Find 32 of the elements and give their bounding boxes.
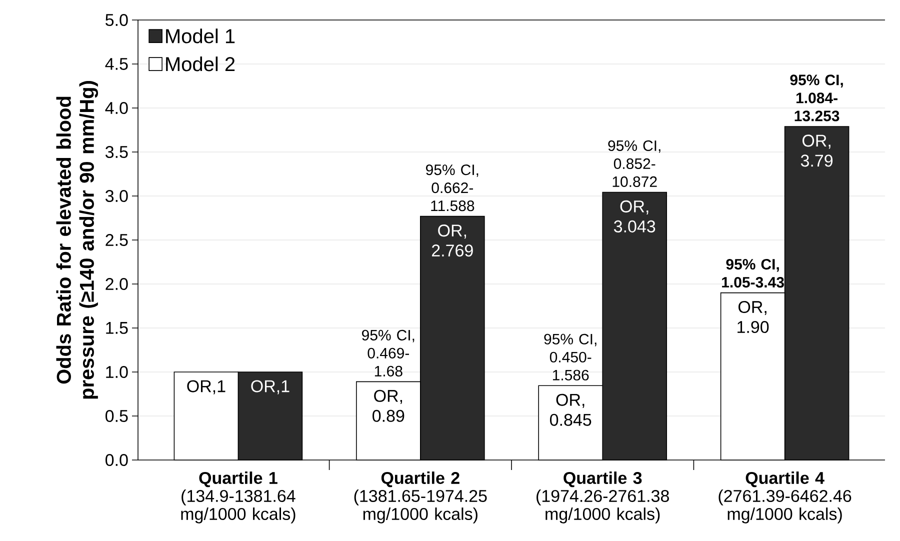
y-tick-label: 0.0 — [106, 454, 128, 466]
x-tick-label: Quartile 2 (1381.65-1974.25 mg/1000 kcals) — [354, 472, 487, 524]
y-tick-label: 0.5 — [106, 410, 128, 422]
y-tick-label: 2.5 — [106, 234, 128, 246]
legend-label: Model 2 — [166, 56, 235, 72]
y-tick-label: 3.0 — [105, 190, 128, 202]
x-tick-label: Quartile 1 (134.9-1381.64 mg/1000 kcals) — [181, 472, 296, 524]
y-tick-label: 2.0 — [106, 278, 128, 290]
y-tick-label: 4.5 — [105, 58, 128, 70]
annotation: 95% CI, 0.469-1.68 — [362, 330, 414, 376]
data-label: OR, 0.89 — [372, 390, 404, 422]
data-label: OR, 3.043 — [614, 200, 656, 232]
y-tick-label: 1.5 — [106, 322, 128, 334]
y-axis-title: Odds Ratio for elevated blood pressure (≥140 and/or 90 mm/Hg) — [56, 81, 98, 399]
annotation: 95% CI, 0.662-11.588 — [426, 164, 478, 212]
x-tick-label: Quartile 4 (2761.39-6462.46 mg/1000 kcals) — [718, 472, 852, 524]
data-label: OR, 1.90 — [738, 300, 769, 334]
y-tick-label: 3.5 — [105, 146, 128, 158]
data-label: OR, 2.769 — [432, 224, 473, 257]
legend-label: Model 1 — [166, 28, 235, 44]
annotation: 95% CI, 0.450-1.586 — [544, 334, 596, 380]
y-tick-label: 1.0 — [106, 366, 128, 378]
data-label: OR,1 — [251, 380, 290, 394]
y-tick-label: 5.0 — [106, 14, 128, 26]
data-label: OR,1 — [187, 380, 226, 394]
x-tick-label: Quartile 3 (1974.26-2761.38 mg/1000 kcals) — [536, 472, 669, 524]
annotation: 95% CI, 1.05-3.43 — [722, 258, 784, 288]
annotation: 95% CI, 1.084-13.253 — [790, 74, 843, 122]
data-label: OR, 0.845 — [550, 394, 592, 426]
annotation: 95% CI, 0.852-10.872 — [608, 140, 660, 188]
y-tick-label: 4.0 — [105, 102, 128, 114]
data-label: OR, 3.79 — [800, 134, 833, 167]
